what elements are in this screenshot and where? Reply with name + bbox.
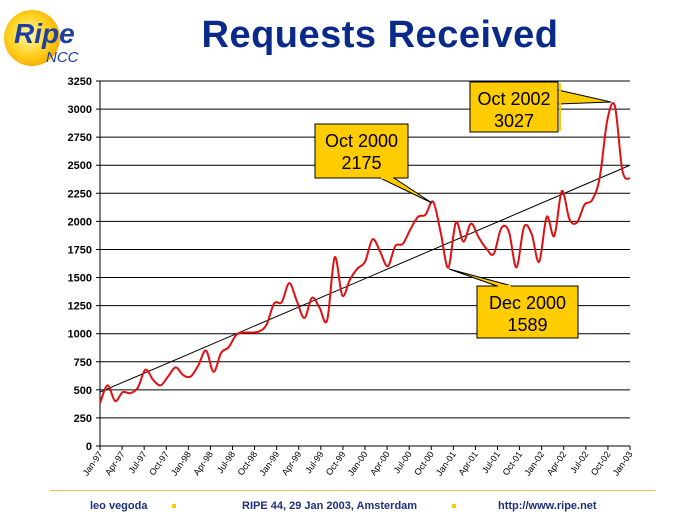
x-tick-label: Jul-01 [480, 449, 502, 475]
y-tick-label: 0 [86, 441, 92, 453]
x-tick-label: Jan-01 [434, 449, 458, 477]
series-line [99, 102, 631, 404]
series-layer [99, 102, 631, 404]
x-tick-label: Apr-02 [545, 449, 569, 477]
x-tick-label: Jan-97 [81, 449, 105, 477]
x-tick-label: Apr-97 [103, 449, 127, 477]
y-tick-label: 1250 [68, 301, 92, 313]
y-tick-label: 2500 [68, 160, 92, 172]
x-tick-label: Apr-99 [280, 449, 304, 477]
x-tick-label: Oct-02 [589, 449, 613, 477]
y-tick-label: 1500 [68, 273, 92, 285]
y-tick-label: 2250 [68, 188, 92, 200]
ripe-ncc-logo: Ripe NCC [4, 10, 79, 66]
callout-value: 1589 [507, 315, 547, 335]
footer-dot [452, 504, 456, 508]
callout-seam [498, 285, 511, 287]
x-tick-label: Jan-00 [346, 449, 370, 477]
x-tick-label: Apr-98 [191, 449, 215, 477]
requests-line-chart: 0 250 500 750 1000 1250 1500 1750 2000 2250 2500 27… [68, 76, 635, 478]
x-tick-label: Oct-01 [501, 449, 525, 477]
x-tick-label: Apr-01 [456, 449, 480, 477]
trend-line [99, 164, 631, 393]
x-tick-label: Jul-02 [568, 449, 590, 475]
footer-author: leo vegoda [90, 500, 148, 512]
callout-label: Oct 2002 [477, 89, 550, 109]
x-tick-label: Oct-00 [412, 449, 436, 477]
callout-label: Oct 2000 [325, 131, 398, 151]
callout-box [476, 285, 579, 339]
x-tick-label: Oct-97 [147, 449, 171, 477]
x-tick-label: Apr-00 [368, 449, 392, 477]
x-tick-label: Jul-97 [127, 449, 149, 475]
page-title: Requests Received [201, 14, 559, 56]
callout-value: 3027 [494, 111, 534, 131]
y-tick-label: 500 [74, 385, 92, 397]
x-tick-label: Jul-99 [303, 449, 325, 475]
x-tick-label: Jul-00 [392, 449, 414, 475]
callout-seam [559, 83, 561, 131]
callout-value: 2175 [341, 153, 381, 173]
callout-pointer [379, 177, 433, 204]
logo-text: Ripe [14, 18, 75, 49]
logo-subtext: NCC [46, 49, 79, 66]
callout-seam [381, 177, 393, 179]
callout-box [469, 81, 559, 133]
y-tick-label: 250 [74, 413, 92, 425]
callout-pointer [557, 89, 612, 105]
callout-box [314, 123, 409, 179]
callout-label: Dec 2000 [489, 293, 566, 313]
logo-sun-icon [4, 10, 60, 66]
y-tick-label: 2000 [68, 216, 92, 228]
footer-dot [172, 504, 176, 508]
y-axis: 0 250 500 750 1000 1250 1500 1750 2000 2250 2500 27… [68, 76, 101, 453]
x-tick-label: Jan-02 [522, 449, 546, 477]
x-tick-label: Oct-99 [324, 449, 348, 477]
y-tick-label: 3000 [68, 104, 92, 116]
x-tick-label: Oct-98 [236, 449, 260, 477]
y-tick-label: 750 [74, 357, 92, 369]
x-tick-label: Jan-99 [257, 449, 281, 477]
x-tick-label: Jul-98 [215, 449, 237, 475]
footer-event: RIPE 44, 29 Jan 2003, Amsterdam [242, 500, 418, 512]
y-tick-label: 3250 [68, 76, 92, 88]
x-tick-label: Jan-98 [169, 449, 193, 477]
y-tick-label: 2750 [68, 132, 92, 144]
footer-divider [50, 490, 655, 491]
y-tick-label: 1750 [68, 244, 92, 256]
x-tick-label: Jan-03 [611, 449, 635, 477]
trend-layer [99, 164, 631, 393]
y-tick-label: 1000 [68, 329, 92, 341]
footer-url: http://www.ripe.net [498, 500, 597, 512]
